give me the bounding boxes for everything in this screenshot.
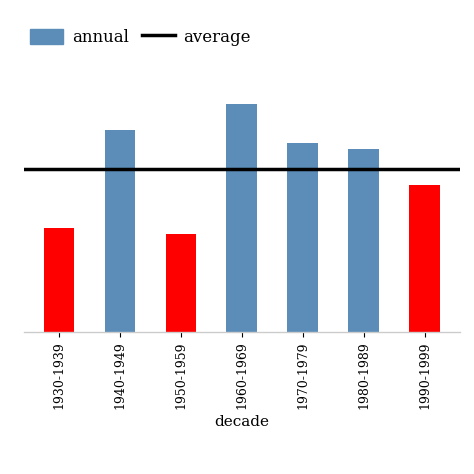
Bar [348,149,379,332]
Bar [227,104,257,332]
Bar [44,228,74,332]
Bar [165,234,196,332]
Bar [104,130,135,332]
Bar [410,185,440,332]
Legend: annual, average: annual, average [23,22,258,53]
Bar [288,143,318,332]
X-axis label: decade: decade [214,415,269,429]
